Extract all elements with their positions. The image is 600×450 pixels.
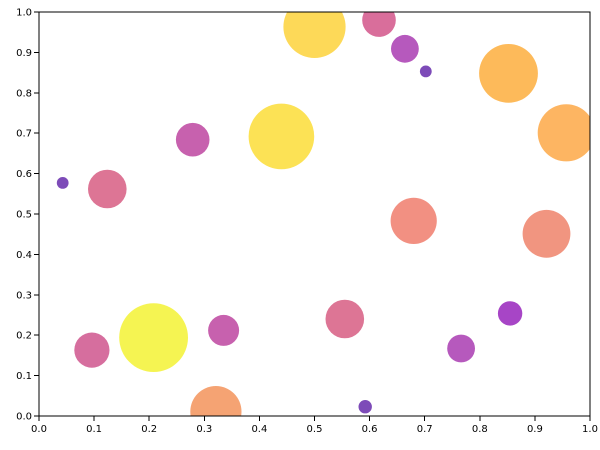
x-tick-label-3: 0.3	[196, 424, 212, 435]
y-tick-label-0: 0.0	[16, 412, 32, 423]
y-tick-label-2: 0.2	[16, 331, 32, 342]
x-tick-label-1: 0.1	[86, 424, 102, 435]
x-tick-label-9: 0.9	[527, 424, 543, 435]
x-tick-label-6: 0.6	[362, 424, 378, 435]
x-tick-label-10: 1.0	[582, 424, 598, 435]
y-tick-label-10: 1.0	[16, 8, 32, 19]
bubble-point-7	[419, 65, 432, 78]
y-tick-label-9: 0.9	[16, 48, 32, 59]
bubbles-layer	[56, 12, 590, 416]
bubble-point-9	[537, 104, 590, 162]
bubble-point-8	[479, 44, 538, 103]
y-tick-label-5: 0.5	[16, 210, 32, 221]
bubble-point-11	[522, 209, 571, 258]
bubble-point-10	[390, 197, 437, 244]
bubble-point-17	[447, 334, 475, 363]
bubble-point-3	[248, 103, 315, 170]
bubble-point-5	[362, 12, 396, 37]
x-tick-label-2: 0.2	[141, 424, 157, 435]
x-tick-label-0: 0.0	[31, 424, 47, 435]
y-tick-label-1: 0.1	[16, 371, 32, 382]
bubble-point-15	[325, 299, 365, 339]
bubble-point-1	[88, 169, 127, 209]
y-tick-label-7: 0.7	[16, 129, 32, 140]
x-tick-label-4: 0.4	[251, 424, 267, 435]
x-tick-label-7: 0.7	[417, 424, 433, 435]
x-tick-label-8: 0.8	[472, 424, 488, 435]
y-tick-label-6: 0.6	[16, 169, 32, 180]
bubble-point-6	[391, 34, 419, 63]
bubble-point-0	[56, 177, 69, 189]
bubble-point-19	[358, 400, 372, 414]
x-tick-label-5: 0.5	[307, 424, 323, 435]
bubble-point-2	[175, 122, 210, 157]
axes-layer: 0.0 0.1 0.2 0.3 0.4 0.5 0.6 0.7 0.8 0.9 1.0 0.0 0.1 0…	[16, 8, 598, 436]
bubble-point-4	[283, 12, 346, 58]
bubble-point-18	[190, 386, 242, 416]
y-tick-label-3: 0.3	[16, 290, 32, 301]
bubble-point-13	[208, 314, 240, 346]
y-tick-label-4: 0.4	[16, 250, 32, 261]
bubble-point-16	[497, 301, 523, 326]
bubble-point-14	[74, 332, 110, 368]
y-tick-label-8: 0.8	[16, 88, 32, 99]
bubble-point-12	[119, 303, 188, 372]
